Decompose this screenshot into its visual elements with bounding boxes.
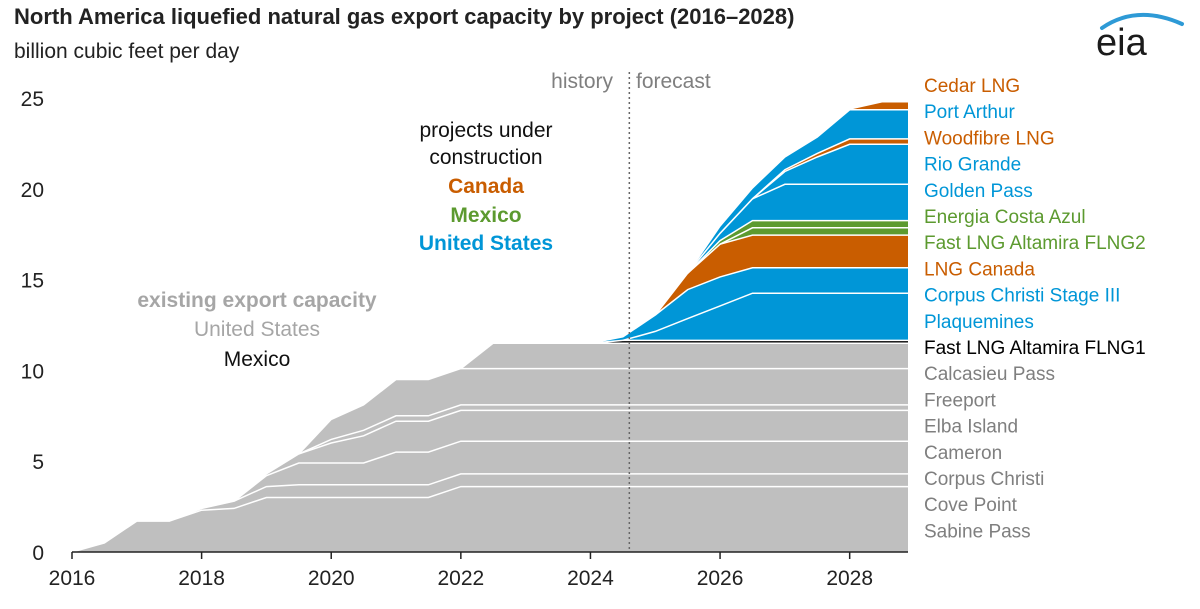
x-tick-label: 2022 [437,567,484,590]
area-freeport [72,368,908,552]
project-label-woodfibre-lng: Woodfibre LNG [924,128,1055,149]
area-lng-canada [72,235,908,552]
x-tick-label: 2024 [567,567,614,590]
y-tick-label: 5 [32,451,44,474]
y-tick-label: 15 [21,270,44,293]
project-label-cedar-lng: Cedar LNG [924,76,1020,97]
project-label-corpus-christi-stage-iii: Corpus Christi Stage III [924,286,1120,307]
x-tick-label: 2028 [826,567,873,590]
separator-port-arthur [687,109,908,274]
x-axis-ticks: 2016 2018 2020 2022 2024 2026 2028 [49,552,873,590]
existing-label-mexico: Mexico [224,348,291,371]
existing-label-us: United States [194,318,320,341]
x-tick-label: 2026 [697,567,744,590]
area-cameron [72,410,908,552]
y-tick-label: 25 [21,88,44,111]
x-tick-label: 2020 [308,567,355,590]
separator-plaquemines [622,292,908,342]
separator-energia-costa-azul [687,219,908,274]
project-label-rio-grande: Rio Grande [924,155,1021,176]
construction-label-us: United States [419,232,553,255]
separator-calcasieu-pass [460,342,908,370]
project-label-sabine-pass: Sabine Pass [924,521,1031,542]
eia-logo-text: eia [1096,22,1148,60]
project-label-golden-pass: Golden Pass [924,181,1033,202]
construction-label-canada: Canada [448,175,524,198]
separator-woodfibre-lng [751,138,908,200]
separator-sabine-pass [71,485,908,553]
separator-cameron [233,409,908,502]
existing-label-line1: existing export capacity [137,289,377,312]
separator-corpus-christi-stage-iii [590,267,908,344]
y-tick-label: 0 [32,542,44,565]
separator-fast-lng-altamira-flng2 [719,227,908,245]
construction-label-line1: projects under [419,119,552,142]
area-sabine-pass [72,486,908,552]
project-label-fast-lng-altamira-flng2: Fast LNG Altamira FLNG2 [924,233,1146,254]
separator-cove-point [168,473,908,522]
project-label-corpus-christi: Corpus Christi [924,469,1044,490]
eia-logo-arc [1100,13,1184,30]
eia-logo: eia [1096,13,1184,60]
construction-label-mexico: Mexico [450,204,521,227]
area-calcasieu-pass [72,343,908,552]
separator-lng-canada [654,234,908,316]
project-label-freeport: Freeport [924,390,997,411]
chart-title: North America liquefied natural gas expo… [14,4,795,29]
area-corpus-christi [72,441,908,552]
construction-label-line2: construction [429,146,542,169]
y-tick-label: 20 [21,179,44,202]
separator-elba-island [298,404,908,455]
area-plaquemines [72,293,908,552]
project-labels: Cedar LNG Port Arthur Woodfibre LNG Rio Gra… [924,76,1146,542]
project-label-cove-point: Cove Point [924,495,1018,516]
project-label-lng-canada: LNG Canada [924,259,1035,280]
project-label-cameron: Cameron [924,443,1002,464]
y-axis-ticks: 0 5 10 15 20 25 [21,88,44,565]
x-tick-label: 2016 [49,567,96,590]
separator-golden-pass [687,183,908,274]
separator-rio-grande [752,143,908,200]
area-cove-point [72,473,908,552]
project-label-fast-lng-altamira-flng1: Fast LNG Altamira FLNG1 [924,338,1146,359]
history-label: history [551,70,613,93]
project-label-energia-costa-azul: Energia Costa Azul [924,207,1086,228]
forecast-label: forecast [636,70,711,93]
chart-areas [72,102,908,553]
separator-corpus-christi [233,440,908,502]
chart-subtitle: billion cubic feet per day [14,40,240,63]
project-label-elba-island: Elba Island [924,417,1018,438]
project-label-plaquemines: Plaquemines [924,312,1034,333]
project-label-port-arthur: Port Arthur [924,102,1015,123]
series-separators [71,109,908,553]
x-tick-label: 2018 [178,567,225,590]
project-label-calcasieu-pass: Calcasieu Pass [924,364,1055,385]
separator-freeport [298,367,908,455]
separator-fast-lng-altamira-flng1 [590,339,908,344]
y-tick-label: 10 [21,360,44,383]
